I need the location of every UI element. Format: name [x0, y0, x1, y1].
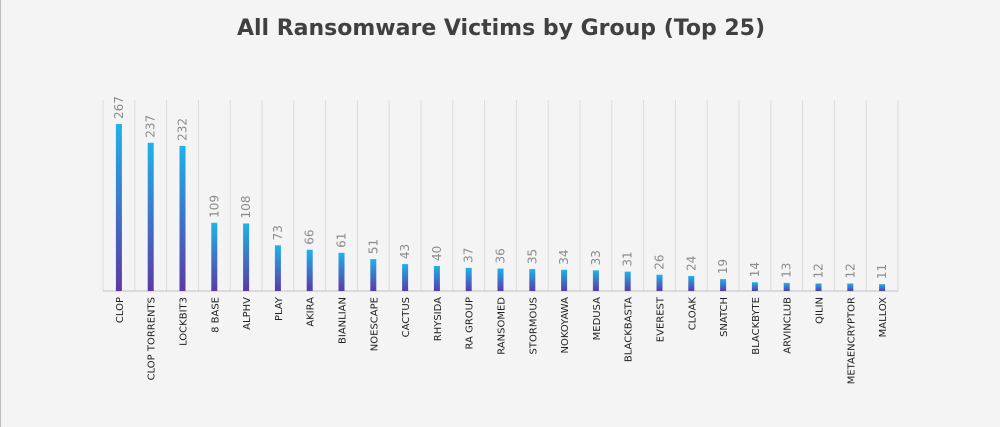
bar — [847, 283, 854, 291]
data-label: 12 — [812, 263, 826, 278]
x-tick-label: AKIRA — [306, 297, 317, 327]
bar — [147, 142, 154, 291]
x-tick-label: MEDUSA — [592, 297, 603, 340]
x-tick-label: CLOP — [115, 297, 126, 323]
bar — [656, 274, 663, 291]
x-tick-label: CACTUS — [401, 297, 412, 337]
x-tick-label: ARVINCLUB — [783, 297, 794, 354]
data-label: 34 — [557, 249, 571, 264]
bar — [370, 259, 377, 291]
x-tick-label: RA GROUP — [465, 297, 476, 349]
x-tick-label: CLOP TORRENTS — [147, 297, 158, 380]
x-tick-label: CLOAK — [687, 297, 698, 331]
bar — [783, 282, 790, 291]
x-tick-label: METAENCRYPTOR — [846, 297, 857, 384]
bar — [243, 223, 250, 291]
bar — [179, 145, 186, 291]
x-tick-label: NOESCAPE — [369, 297, 380, 351]
data-label: 109 — [207, 195, 221, 218]
data-label: 267 — [112, 96, 126, 119]
data-label: 33 — [589, 250, 603, 265]
bar — [529, 269, 536, 291]
bar — [592, 270, 599, 291]
x-tick-label: BIANLIAN — [338, 297, 349, 344]
bar — [497, 268, 504, 291]
data-label: 73 — [271, 225, 285, 240]
data-label: 14 — [748, 262, 762, 277]
x-tick-label: STORMOUS — [528, 297, 539, 354]
data-label: 26 — [653, 254, 667, 269]
data-label: 31 — [621, 251, 635, 266]
data-label: 35 — [525, 249, 539, 264]
bar — [688, 275, 695, 291]
x-tick-label: 8 BASE — [210, 297, 221, 333]
bar — [879, 284, 886, 291]
x-tick-label: EVEREST — [656, 296, 667, 342]
bar — [751, 282, 758, 291]
data-label: 43 — [398, 244, 412, 259]
bar — [115, 124, 122, 291]
bar — [815, 283, 822, 291]
x-tick-label: ALPHV — [242, 297, 253, 330]
chart-title: All Ransomware Victims by Group (Top 25) — [236, 16, 766, 41]
data-label: 36 — [494, 248, 508, 263]
data-label: 237 — [144, 115, 158, 138]
bar — [624, 271, 631, 291]
data-label: 37 — [462, 248, 476, 263]
bar — [274, 245, 281, 291]
x-tick-label: QILIN — [815, 297, 826, 324]
data-label: 19 — [716, 259, 730, 274]
bar — [720, 279, 727, 291]
bar — [402, 264, 409, 291]
x-tick-label: NOKOYAWA — [560, 297, 571, 354]
data-label: 24 — [684, 256, 698, 271]
data-label: 12 — [843, 263, 857, 278]
bar — [211, 222, 218, 291]
bar — [338, 252, 345, 291]
data-label: 108 — [239, 196, 253, 219]
x-tick-label: PLAY — [274, 296, 285, 321]
x-tick-label: RHYSIDA — [433, 297, 444, 341]
bar — [306, 249, 313, 291]
data-label: 66 — [303, 229, 317, 244]
data-label: 61 — [335, 233, 349, 248]
bar — [561, 269, 568, 291]
x-tick-label: RANSOMED — [497, 297, 508, 355]
bar — [465, 267, 472, 291]
x-tick-label: LOCKBIT3 — [179, 297, 190, 346]
data-label: 40 — [430, 246, 444, 261]
data-label: 13 — [780, 263, 794, 278]
x-tick-label: SNATCH — [719, 297, 730, 337]
x-tick-label: MALLOX — [878, 297, 889, 337]
x-tick-label: BLACKBASTA — [624, 297, 635, 362]
data-label: 232 — [176, 118, 190, 141]
data-label: 51 — [366, 239, 380, 254]
x-tick-label: BLACKBYTE — [751, 297, 762, 355]
bar — [433, 265, 440, 291]
data-label: 11 — [875, 264, 889, 279]
